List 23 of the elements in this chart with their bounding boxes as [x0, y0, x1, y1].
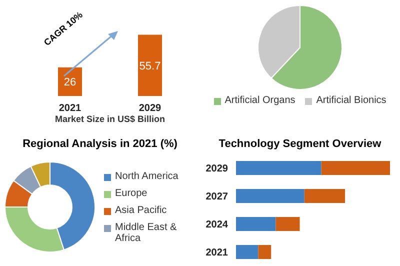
- chart-title: Regional Analysis in 2021 (%): [22, 137, 178, 152]
- legend-label: Artificial Bionics: [316, 95, 386, 106]
- legend-label: North America: [115, 170, 178, 182]
- bar: [236, 189, 304, 203]
- data-label: 26: [64, 76, 76, 89]
- chart-title: Technology Segment Overview: [218, 137, 382, 152]
- legend-label: Asia Pacific: [115, 204, 167, 216]
- bar: [304, 189, 346, 203]
- data-label: 55.7: [139, 60, 161, 72]
- bar: [321, 161, 390, 175]
- bar: [276, 217, 300, 231]
- y-tick-label: 2029: [206, 164, 228, 175]
- legend-label: Middle East & Africa: [115, 222, 178, 244]
- bar: [258, 245, 272, 259]
- legend-label: Europe: [115, 188, 148, 198]
- y-tick-label: 2024: [206, 220, 228, 231]
- bar: [236, 245, 258, 259]
- y-tick-label: 2027: [206, 192, 228, 203]
- y-tick-label: 2021: [206, 248, 228, 259]
- x-axis-title: Market Size in US$ Billion: [54, 113, 166, 126]
- bar: [236, 217, 276, 231]
- bar: [236, 161, 322, 175]
- legend-label: Artificial Organs: [224, 95, 296, 106]
